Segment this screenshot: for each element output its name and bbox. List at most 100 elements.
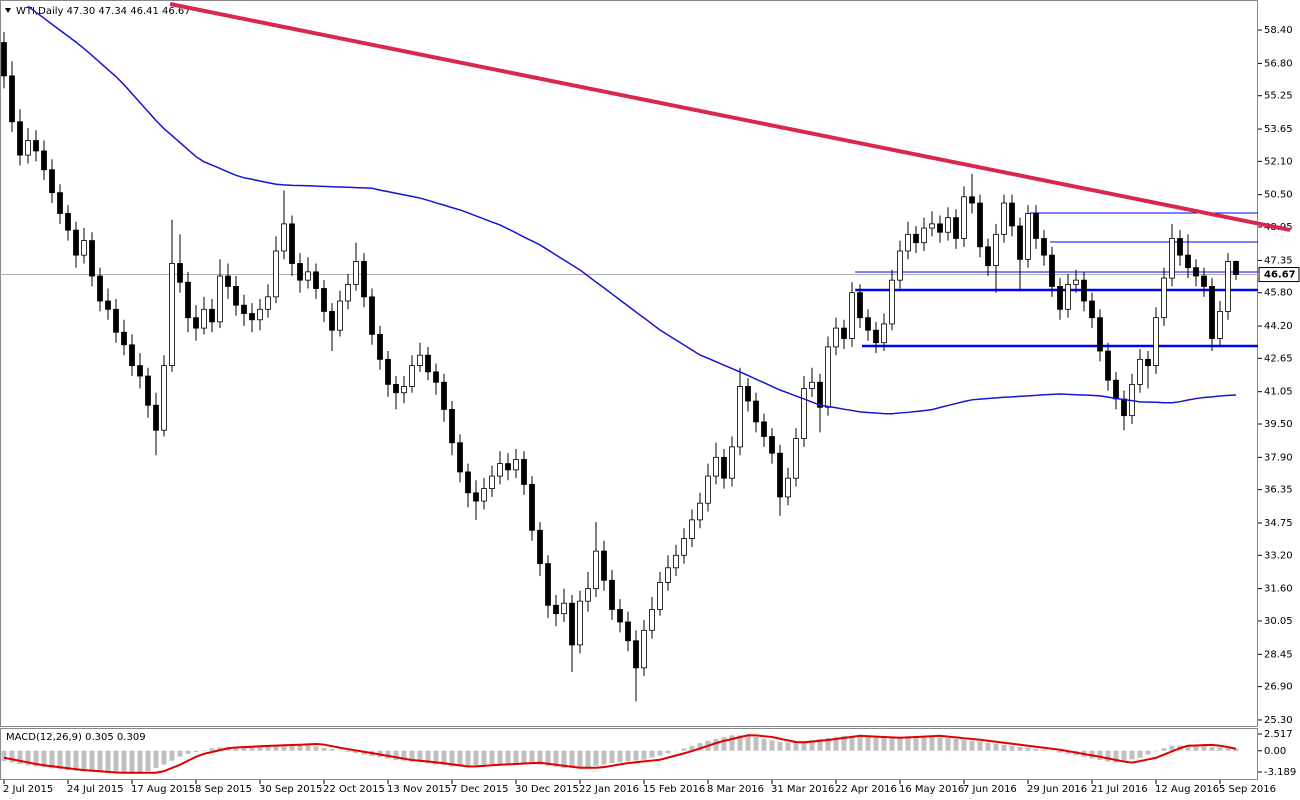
candle-body xyxy=(153,404,159,431)
y-tick-label: 39.50 xyxy=(1264,419,1293,430)
macd-bar xyxy=(25,750,31,766)
macd-bar xyxy=(1017,746,1023,751)
macd-bar xyxy=(585,750,591,768)
candle-body xyxy=(945,217,951,233)
candle-body xyxy=(417,354,423,367)
candle-body xyxy=(881,323,887,344)
macd-bar xyxy=(1129,750,1135,760)
macd-bar xyxy=(1233,748,1239,751)
candle-body xyxy=(129,344,135,367)
macd-bar xyxy=(129,750,135,773)
macd-bar xyxy=(913,736,919,751)
candle-body xyxy=(801,388,807,439)
macd-bar xyxy=(241,746,247,751)
macd-bar xyxy=(473,750,479,766)
macd-bar xyxy=(41,750,47,768)
macd-bar xyxy=(865,736,871,751)
y-tick-label: 45.80 xyxy=(1264,288,1293,299)
candle-body xyxy=(1169,238,1175,279)
macd-bar xyxy=(881,737,887,751)
macd-bar xyxy=(33,750,39,767)
candle-body xyxy=(25,140,31,156)
candle-body xyxy=(369,296,375,335)
candle-body xyxy=(521,459,527,485)
macd-bar xyxy=(441,750,447,766)
x-tick-label: 24 Jul 2015 xyxy=(67,784,124,795)
y-tick-label: 26.90 xyxy=(1264,682,1293,693)
candle-body xyxy=(721,456,727,479)
candle-body xyxy=(1089,300,1095,319)
candle-body xyxy=(1041,238,1047,256)
candle-body xyxy=(1217,311,1223,339)
candle-body xyxy=(433,371,439,383)
candle-body xyxy=(865,317,871,331)
y-tick-label: 53.65 xyxy=(1264,124,1293,135)
candle-body xyxy=(1201,275,1207,287)
candle-body xyxy=(361,261,367,298)
candle-body xyxy=(289,223,295,264)
macd-bar xyxy=(577,750,583,768)
macd-bar xyxy=(793,741,799,751)
last-price-label: 46.67 xyxy=(1264,270,1296,281)
candle-body xyxy=(673,554,679,569)
candle-body xyxy=(769,436,775,454)
macd-bar xyxy=(329,749,335,751)
candle-body xyxy=(1057,286,1063,310)
macd-bar xyxy=(313,746,319,751)
macd-bar xyxy=(529,750,535,764)
candle-body xyxy=(145,375,151,406)
macd-bar xyxy=(921,735,927,751)
macd-bar xyxy=(481,750,487,765)
macd-bar xyxy=(17,750,23,764)
candle-body xyxy=(953,217,959,239)
macd-bar xyxy=(625,750,631,762)
macd-bar xyxy=(1145,750,1151,755)
macd-bar xyxy=(1153,750,1159,752)
y-tick-label: 34.75 xyxy=(1264,518,1293,529)
candle-body xyxy=(873,329,879,344)
candle-body xyxy=(57,192,63,214)
y-tick-label: 44.20 xyxy=(1264,321,1293,332)
macd-bar xyxy=(233,746,239,751)
macd-bar xyxy=(889,737,895,751)
candle-body xyxy=(697,502,703,521)
macd-bar xyxy=(1041,749,1047,751)
candle-body xyxy=(1145,358,1151,367)
candle-body xyxy=(273,250,279,298)
macd-bar xyxy=(193,750,199,752)
candle-body xyxy=(681,538,687,556)
candle-body xyxy=(601,550,607,581)
x-tick-label: 31 Mar 2016 xyxy=(771,784,834,795)
macd-bar xyxy=(945,738,951,751)
y-tick-label: 56.80 xyxy=(1264,58,1293,69)
macd-bar xyxy=(417,750,423,763)
macd-bar xyxy=(289,744,295,751)
macd-bar xyxy=(1025,747,1031,751)
macd-bar xyxy=(1001,744,1007,751)
macd-bar xyxy=(209,748,215,751)
macd-bar xyxy=(785,742,791,751)
candle-body xyxy=(889,279,895,325)
macd-bar xyxy=(769,740,775,751)
x-tick-label: 30 Dec 2015 xyxy=(515,784,579,795)
candle-body xyxy=(833,327,839,348)
macd-bar xyxy=(617,750,623,763)
x-tick-label: 30 Sep 2015 xyxy=(259,784,322,795)
candle-body xyxy=(1,42,7,77)
macd-bar xyxy=(937,737,943,751)
candle-body xyxy=(753,400,759,423)
candle-body xyxy=(777,452,783,498)
candle-body xyxy=(89,240,95,277)
candle-body xyxy=(217,275,223,323)
candle-body xyxy=(1225,261,1231,312)
macd-bar xyxy=(737,735,743,751)
macd-bar xyxy=(1057,750,1063,753)
candle-body xyxy=(1097,317,1103,352)
candle-body xyxy=(1009,202,1015,227)
candle-body xyxy=(793,438,799,479)
x-tick-label: 15 Feb 2016 xyxy=(643,784,705,795)
candle-body xyxy=(553,604,559,615)
macd-bar xyxy=(977,741,983,751)
y-tick-label: 47.35 xyxy=(1264,255,1293,266)
candle-body xyxy=(577,600,583,646)
